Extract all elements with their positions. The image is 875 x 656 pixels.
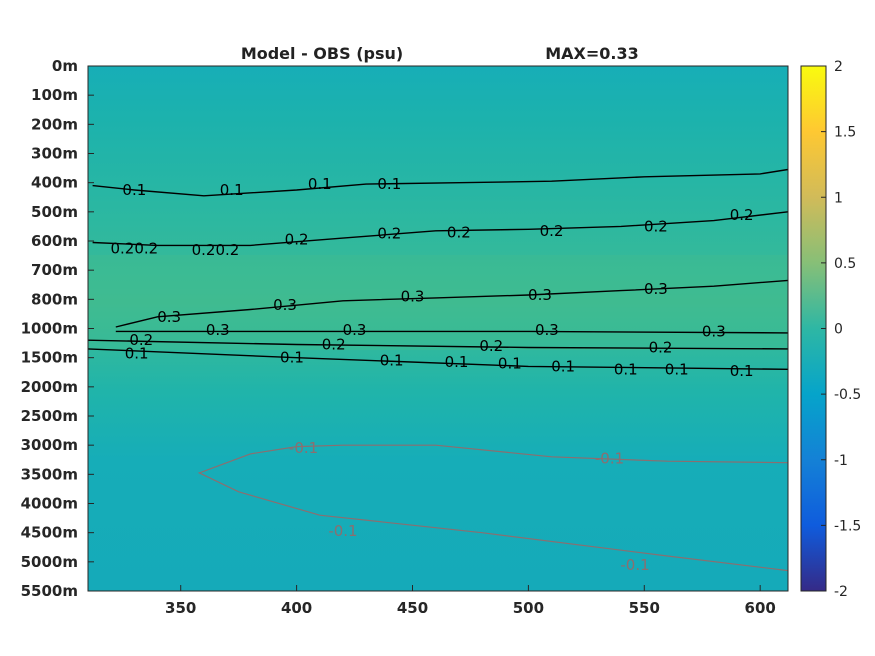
colorbar-tick-label: 2 <box>834 59 843 75</box>
contour-label: 0.1 <box>122 181 146 199</box>
contour-label: 0.1 <box>730 362 754 380</box>
contour-label: 0.2 <box>479 337 503 355</box>
colorbar-tick-label: 0 <box>834 322 843 338</box>
colorbar-tick-label: -0.5 <box>834 387 861 403</box>
contour-label: 0.20.2 <box>110 239 158 257</box>
y-tick-label: 2500m <box>21 407 78 425</box>
x-tick-label: 350 <box>165 599 196 617</box>
chart-title-max: MAX=0.33 <box>545 44 639 63</box>
contour-line <box>115 279 788 328</box>
y-tick-label: 800m <box>31 290 78 308</box>
y-tick-label: 3500m <box>21 465 78 483</box>
contour-label: 0.1 <box>280 349 304 367</box>
contour-label: 0.2 <box>540 222 564 240</box>
contour-label: 0.1 <box>308 175 332 193</box>
contour-label: 0.2 <box>377 225 401 243</box>
y-tick-label: 100m <box>31 86 78 104</box>
chart-title: Model - OBS (psu) MAX=0.33 <box>241 44 639 63</box>
contour-label: 0.1 <box>377 175 401 193</box>
contour-label: -0.1 <box>328 522 357 540</box>
y-tick-label: 4000m <box>21 495 78 513</box>
colorbar-tick-label: -1.5 <box>834 518 861 534</box>
y-tick-label: 0m <box>52 57 78 75</box>
x-tick-label: 450 <box>397 599 428 617</box>
colorbar-tick-label: 1.5 <box>834 125 856 141</box>
chart-title-left: Model - OBS (psu) <box>241 44 403 63</box>
contour-label: 0.2 <box>129 331 153 349</box>
y-tick-label: 1000m <box>21 320 78 338</box>
contour-labels: -0.1 -0.1 -0.1 -0.1 0.1 0.1 0.1 0.1 0.1 0.1 0.1 0.1… <box>110 175 753 574</box>
colorbar-tick-label: 0.5 <box>834 256 856 272</box>
contour-label: -0.1 <box>620 556 649 574</box>
contour-label: -0.1 <box>595 449 624 467</box>
y-tick-label: 500m <box>31 203 78 221</box>
y-tick-label: 600m <box>31 232 78 250</box>
x-tick-label: 550 <box>629 599 660 617</box>
contour-label: 0.1 <box>551 357 575 375</box>
contour-label: 0.2 <box>285 231 309 249</box>
contour-label: 0.1 <box>445 353 469 371</box>
x-tick-label: 600 <box>745 599 776 617</box>
contour-label: 0.1 <box>125 344 149 362</box>
y-tick-label: 400m <box>31 174 78 192</box>
contour-label: 0.3 <box>528 286 552 304</box>
contour-label: 0.3 <box>343 321 367 339</box>
contour-line <box>88 339 788 350</box>
contour-label: 0.2 <box>649 338 673 356</box>
colorbar-tick-label: 1 <box>834 190 843 206</box>
contour-line <box>88 348 788 370</box>
contour-label: 0.3 <box>702 322 726 340</box>
plot-area: -0.1 -0.1 -0.1 -0.1 0.1 0.1 0.1 0.1 0.1 0.1 0.1 0.1… <box>88 66 788 591</box>
contour-label: 0.3 <box>644 280 668 298</box>
contour-line <box>92 168 788 197</box>
contour-label: 0.3 <box>157 308 181 326</box>
y-axis-ticks: 0m 100m 200m 300m 400m 500m 600m 700m 800m 1000m 1… <box>21 57 94 600</box>
contour-line <box>115 330 788 334</box>
colorbar-tick-label: -1 <box>834 453 848 469</box>
contour-label: 0.3 <box>273 296 297 314</box>
contour-line <box>92 211 788 247</box>
contour-label: 0.2 <box>644 217 668 235</box>
y-tick-label: 2000m <box>21 378 78 396</box>
contour-line-negative <box>197 444 788 572</box>
colorbar-tick-label: -2 <box>834 584 848 600</box>
heatmap-shelf-band <box>88 255 788 350</box>
contour-label: 0.1 <box>614 360 638 378</box>
contour-label: 0.1 <box>220 181 244 199</box>
contour-label: -0.1 <box>289 439 318 457</box>
contour-label: 0.3 <box>401 287 425 305</box>
heatmap-field <box>88 66 788 591</box>
y-tick-label: 5500m <box>21 582 78 600</box>
contour-label: 0.2 <box>447 223 471 241</box>
contour-label: 0.3 <box>206 321 230 339</box>
contour-label: 0.3 <box>535 321 559 339</box>
contour-label: 0.1 <box>380 352 404 370</box>
y-tick-label: 3000m <box>21 436 78 454</box>
y-tick-label: 4500m <box>21 524 78 542</box>
contour-label: 0.20.2 <box>192 241 240 259</box>
contour-label: 0.2 <box>730 206 754 224</box>
x-axis-ticks: 350 400 450 500 550 600 <box>165 585 776 617</box>
y-tick-label: 200m <box>31 115 78 133</box>
contour-lines <box>88 168 788 572</box>
colorbar: 2 1.5 1 0.5 0 -0.5 -1 -1.5 -2 <box>800 59 861 600</box>
contour-label: 0.1 <box>498 355 522 373</box>
contour-label: 0.1 <box>665 360 689 378</box>
y-tick-label: 700m <box>31 261 78 279</box>
y-tick-label: 300m <box>31 145 78 163</box>
y-tick-label: 1500m <box>21 349 78 367</box>
x-tick-label: 500 <box>513 599 544 617</box>
colorbar-ticks: 2 1.5 1 0.5 0 -0.5 -1 -1.5 -2 <box>821 59 861 600</box>
y-tick-label: 5000m <box>21 553 78 571</box>
contour-label: 0.2 <box>322 336 346 354</box>
x-tick-label: 400 <box>281 599 312 617</box>
